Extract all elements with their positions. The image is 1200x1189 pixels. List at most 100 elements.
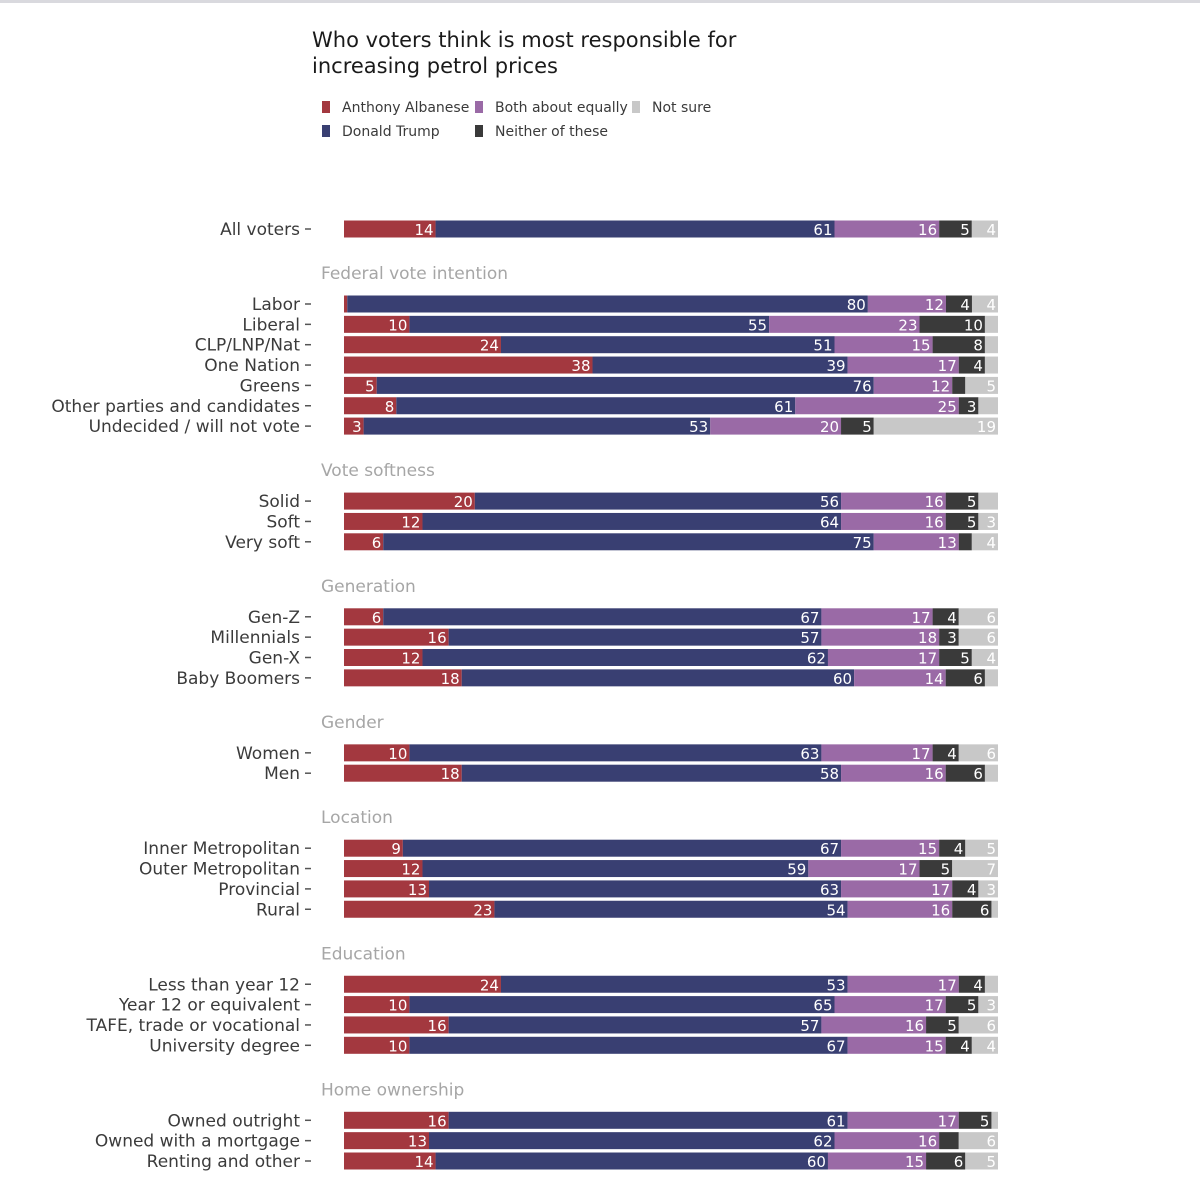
row-label: Owned with a mortgage: [95, 1132, 300, 1152]
bar-segment-anthony-albanese: [344, 860, 423, 878]
value-label-anthony-albanese: 10: [388, 997, 407, 1015]
value-label-anthony-albanese: 12: [401, 650, 420, 668]
bar-segment-both-about-equally: [795, 397, 959, 415]
legend-label-anthony-albanese: Anthony Albanese: [342, 100, 469, 116]
value-label-both-about-equally: 13: [938, 534, 957, 552]
bar-segment-neither-of-these: [939, 839, 966, 857]
legend-label-neither-of-these: Neither of these: [495, 124, 608, 140]
value-label-not-sure: 6: [986, 745, 996, 763]
value-label-both-about-equally: 16: [925, 513, 944, 531]
value-label-anthony-albanese: 6: [372, 534, 382, 552]
value-label-both-about-equally: 16: [918, 221, 937, 239]
value-label-both-about-equally: 18: [918, 629, 937, 647]
bar-segment-anthony-albanese: [344, 1016, 449, 1034]
value-label-anthony-albanese: 12: [401, 513, 420, 531]
bar-segment-neither-of-these: [939, 1132, 959, 1150]
value-label-anthony-albanese: 3: [352, 418, 362, 436]
bar-segment-donald-trump: [422, 512, 842, 530]
value-label-both-about-equally: 15: [905, 1153, 924, 1171]
bar-segment-anthony-albanese: [344, 1036, 410, 1054]
bar-segment-both-about-equally: [769, 315, 920, 333]
legend-item-donald-trump: Donald Trump: [322, 124, 440, 140]
value-label-donald-trump: 80: [847, 296, 866, 314]
row-label: Liberal: [242, 315, 300, 335]
bar-segment-donald-trump: [409, 315, 770, 333]
bar-row-all-voters: All voters 14 61 16 5 4: [220, 220, 998, 240]
value-label-both-about-equally: 16: [925, 493, 944, 511]
bar-segment-neither-of-these: [939, 628, 959, 646]
value-label-neither-of-these: 3: [947, 629, 957, 647]
bar-segment-not-sure: [991, 1111, 998, 1129]
bar-segment-anthony-albanese: [344, 220, 436, 238]
value-label-both-about-equally: 17: [931, 881, 950, 899]
row-label: University degree: [149, 1036, 300, 1056]
value-label-anthony-albanese: 23: [473, 901, 492, 919]
bar-row-outer-metropolitan: Outer Metropolitan 12 59 17 5 7: [139, 860, 998, 880]
bar-segment-not-sure: [991, 900, 998, 918]
value-label-both-about-equally: 17: [918, 650, 937, 668]
row-label: Owned outright: [168, 1111, 301, 1131]
value-label-neither-of-these: 5: [967, 513, 977, 531]
bar-row-owned-outright: Owned outright 16 61 17 5: [168, 1111, 998, 1131]
bar-segment-donald-trump: [363, 417, 711, 435]
group-home-ownership: Home ownership Owned outright 16 61 17 5Owned…: [95, 1080, 998, 1172]
legend-swatch-both-about-equally: [475, 101, 483, 113]
row-label: Women: [236, 744, 300, 764]
bar-segment-both-about-equally: [821, 628, 940, 646]
group-label: Home ownership: [321, 1080, 464, 1100]
bar-segment-neither-of-these: [926, 1152, 966, 1170]
value-label-donald-trump: 60: [807, 1153, 826, 1171]
bar-segment-not-sure: [971, 1036, 998, 1054]
value-label-anthony-albanese: 18: [441, 765, 460, 783]
bar-segment-donald-trump: [461, 669, 855, 687]
value-label-anthony-albanese: 16: [428, 1017, 447, 1035]
bar-segment-both-about-equally: [834, 996, 946, 1014]
group-label: Generation: [321, 577, 416, 597]
value-label-not-sure: 19: [977, 418, 996, 436]
bar-segment-neither-of-these: [932, 608, 959, 626]
row-label: Greens: [240, 376, 300, 396]
bar-row-baby-boomers: Baby Boomers 18 60 14 6: [176, 669, 998, 689]
value-label-both-about-equally: 17: [925, 997, 944, 1015]
value-label-anthony-albanese: 13: [408, 1133, 427, 1151]
bar-segment-neither-of-these: [932, 744, 959, 762]
bar-segment-neither-of-these: [945, 512, 979, 530]
bar-row-solid: Solid 20 56 16 5: [259, 492, 998, 512]
bar-segment-neither-of-these: [919, 315, 985, 333]
bar-segment-anthony-albanese: [344, 649, 423, 666]
bar-segment-donald-trump: [409, 1036, 848, 1054]
value-label-donald-trump: 54: [826, 901, 845, 919]
bar-row-year-12-or-equivalent: Year 12 or equivalent 10 65 17 5 3: [118, 996, 998, 1016]
value-label-anthony-albanese: 9: [391, 840, 401, 858]
bar-row-clp-lnp-nat: CLP/LNP/Nat 24 51 15 8: [195, 336, 998, 356]
value-label-donald-trump: 39: [826, 357, 845, 375]
value-label-donald-trump: 57: [800, 629, 819, 647]
bar-segment-neither-of-these: [958, 1111, 992, 1129]
bar-segment-not-sure: [984, 336, 998, 354]
bar-segment-donald-trump: [347, 295, 868, 313]
value-label-neither-of-these: 5: [967, 997, 977, 1015]
row-label: Gen-Z: [248, 608, 300, 628]
row-label: Millennials: [210, 628, 300, 648]
bar-segment-both-about-equally: [841, 492, 946, 510]
bar-segment-not-sure: [978, 512, 998, 530]
legend-swatch-donald-trump: [322, 125, 330, 137]
chart-title-line-2: increasing petrol prices: [312, 54, 558, 78]
bar-segment-not-sure: [873, 417, 998, 435]
row-label: Soft: [266, 512, 300, 532]
bar-segment-both-about-equally: [841, 764, 946, 782]
bar-row-women: Women 10 63 17 4 6: [236, 744, 998, 764]
value-label-anthony-albanese: 38: [571, 357, 590, 375]
bar-segment-not-sure: [978, 397, 998, 415]
bar-row-inner-metropolitan: Inner Metropolitan 9 67 15 4 5: [143, 839, 998, 859]
value-label-not-sure: 6: [986, 629, 996, 647]
value-label-anthony-albanese: 18: [441, 670, 460, 688]
bar-segment-anthony-albanese: [344, 492, 475, 510]
bar-segment-donald-trump: [474, 492, 842, 510]
bar-segment-neither-of-these: [958, 975, 985, 993]
legend-label-not-sure: Not sure: [652, 100, 711, 116]
bar-segment-not-sure: [958, 1132, 998, 1150]
bar-segment-anthony-albanese: [344, 900, 495, 918]
